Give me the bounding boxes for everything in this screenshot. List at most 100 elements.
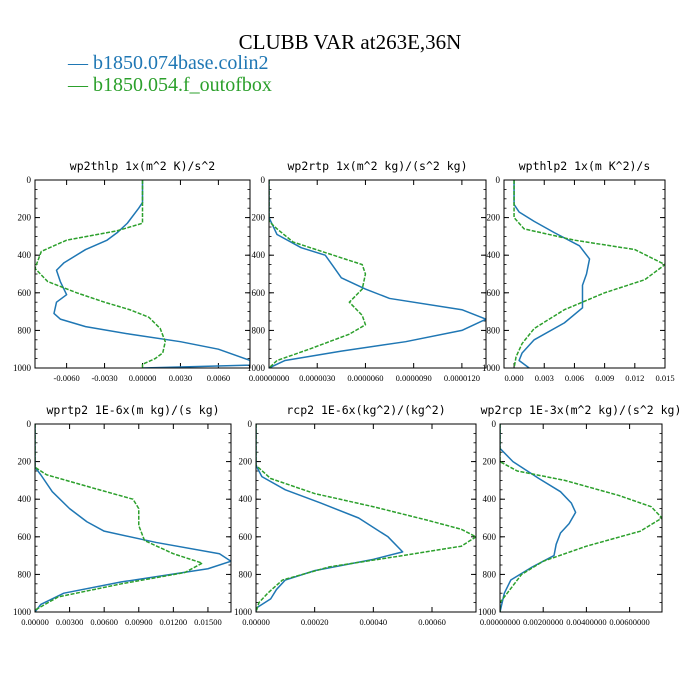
series-line-4-1: [35, 424, 231, 612]
series-line-1-1: [53, 180, 250, 368]
x-tick-label-2-1: 0.0000030: [299, 373, 335, 383]
panel-frame-2: [268, 179, 487, 369]
y-tick-label-3-2: 400: [487, 250, 501, 260]
y-tick-label-4-5: 1000: [13, 607, 32, 617]
panel-frame-6: [499, 423, 663, 613]
y-tick-label-4-3: 600: [18, 532, 32, 542]
y-tick-label-3-3: 600: [487, 288, 501, 298]
x-tick-label-1-1: -0.0030: [91, 373, 117, 383]
panel-4: wprtp2 1E-6x(m kg)/(s kg) 0 200 400 600 800 10…: [13, 403, 232, 627]
y-tick-label-6-1: 200: [483, 457, 497, 467]
legend-label-2: b1850.054.f_outofbox: [93, 74, 272, 96]
x-tick-label-5-2: 0.00040: [360, 617, 388, 627]
panel-frame-5: [255, 423, 477, 613]
panel-3: wpthlp2 1x(m K^2)/s 0 200 400 600 800 1000 0.00…: [482, 159, 675, 383]
y-tick-label-6-0: 0: [492, 419, 497, 429]
y-tick-label-5-1: 200: [239, 457, 253, 467]
x-tick-label-4-1: 0.00300: [56, 617, 84, 627]
y-tick-label-2-5: 1000: [247, 363, 266, 373]
legend-label-1: b1850.074base.colin2: [93, 52, 269, 74]
x-tick-label-6-1: 0.00200000: [523, 617, 563, 627]
series-line-3-1: [513, 180, 591, 368]
y-tick-label-5-0: 0: [248, 419, 253, 429]
panel-frame-1: [34, 179, 251, 369]
series-line-5-1: [256, 424, 404, 612]
panel-title-1: wp2thlp 1x(m^2 K)/s^2: [70, 159, 215, 173]
panel-1: wp2thlp 1x(m^2 K)/s^2 0 200 400 600 800 1000 -0…: [13, 159, 251, 383]
x-tick-label-1-4: 0.0060: [207, 373, 230, 383]
series-line-6-1: [500, 424, 577, 612]
x-tick-label-6-0: 0.00000000: [480, 617, 520, 627]
x-tick-label-4-2: 0.00600: [90, 617, 118, 627]
y-tick-label-6-2: 400: [483, 494, 497, 504]
chart-title: CLUBB VAR at263E,36N: [238, 30, 462, 54]
panel-2: wp2rtp 1x(m^2 kg)/(s^2 kg) 0 200 400 600 800 1…: [247, 159, 487, 383]
x-tick-label-4-3: 0.00900: [125, 617, 153, 627]
x-tick-label-3-4: 0.012: [625, 373, 644, 383]
panel-5: rcp2 1E-6x(kg^2)/(kg^2) 0 200 400 600 800 1000…: [234, 403, 477, 627]
x-tick-label-1-3: 0.0030: [169, 373, 192, 383]
panel-title-6: wp2rcp 1E-3x(m^2 kg)/(s^2 kg): [481, 403, 682, 417]
series-line-4-2: [35, 424, 203, 612]
y-tick-label-1-1: 200: [18, 213, 32, 223]
x-tick-label-4-4: 0.01200: [160, 617, 188, 627]
y-tick-label-1-3: 600: [18, 288, 32, 298]
x-tick-label-4-5: 0.01500: [194, 617, 222, 627]
series-line-2-2: [269, 180, 367, 368]
x-tick-label-6-3: 0.00600000: [609, 617, 649, 627]
panel-title-4: wprtp2 1E-6x(m kg)/(s kg): [46, 403, 219, 417]
legend-item-2: — b1850.054.f_outofbox: [68, 74, 272, 97]
legend-line-2: —: [68, 74, 88, 96]
y-tick-label-4-1: 200: [18, 457, 32, 467]
y-tick-label-6-3: 600: [483, 532, 497, 542]
panel-title-3: wpthlp2 1x(m K^2)/s: [519, 159, 651, 173]
panel-title-5: rcp2 1E-6x(kg^2)/(kg^2): [286, 403, 445, 417]
x-tick-label-5-3: 0.00060: [418, 617, 446, 627]
x-tick-label-3-0: 0.000: [505, 373, 524, 383]
series-line-6-2: [500, 424, 662, 612]
panel-frame-3: [503, 179, 666, 369]
y-tick-label-4-4: 800: [18, 569, 32, 579]
series-line-1-2: [35, 180, 167, 368]
panel-6: wp2rcp 1E-3x(m^2 kg)/(s^2 kg) 0 200 400 600 8…: [478, 403, 681, 627]
series-line-2-1: [269, 180, 486, 368]
x-tick-label-1-2: 0.00000: [129, 373, 157, 383]
x-tick-label-2-0: 0.00000000: [249, 373, 289, 383]
x-tick-label-1-0: -0.0060: [54, 373, 80, 383]
y-tick-label-4-2: 400: [18, 494, 32, 504]
y-tick-label-1-4: 800: [18, 325, 32, 335]
y-tick-label-5-4: 800: [239, 569, 253, 579]
x-tick-label-5-1: 0.00020: [301, 617, 329, 627]
y-tick-label-2-0: 0: [261, 175, 266, 185]
x-tick-label-3-3: 0.009: [595, 373, 614, 383]
y-tick-label-6-5: 1000: [478, 607, 497, 617]
y-tick-label-3-0: 0: [496, 175, 501, 185]
y-tick-label-4-0: 0: [27, 419, 32, 429]
y-tick-label-6-4: 800: [483, 569, 497, 579]
y-tick-label-1-2: 400: [18, 250, 32, 260]
x-tick-label-3-1: 0.003: [535, 373, 554, 383]
x-tick-label-4-0: 0.00000: [21, 617, 49, 627]
y-tick-label-1-0: 0: [27, 175, 32, 185]
y-tick-label-5-2: 400: [239, 494, 253, 504]
y-tick-label-2-3: 600: [252, 288, 266, 298]
series-line-3-2: [513, 180, 665, 368]
y-tick-label-3-4: 800: [487, 325, 501, 335]
x-tick-label-2-3: 0.0000090: [396, 373, 432, 383]
x-tick-label-6-2: 0.00400000: [566, 617, 606, 627]
x-tick-label-3-2: 0.006: [565, 373, 584, 383]
y-tick-label-3-5: 1000: [482, 363, 501, 373]
y-tick-label-5-3: 600: [239, 532, 253, 542]
y-tick-label-2-1: 200: [252, 213, 266, 223]
x-tick-label-2-2: 0.0000060: [347, 373, 383, 383]
y-tick-label-3-1: 200: [487, 213, 501, 223]
panel-title-2: wp2rtp 1x(m^2 kg)/(s^2 kg): [287, 159, 467, 173]
x-tick-label-3-5: 0.015: [655, 373, 674, 383]
series-line-5-2: [256, 424, 476, 612]
y-tick-label-2-2: 400: [252, 250, 266, 260]
panel-frame-4: [34, 423, 232, 613]
y-tick-label-2-4: 800: [252, 325, 266, 335]
y-tick-label-1-5: 1000: [13, 363, 32, 373]
x-tick-label-5-0: 0.00000: [242, 617, 270, 627]
